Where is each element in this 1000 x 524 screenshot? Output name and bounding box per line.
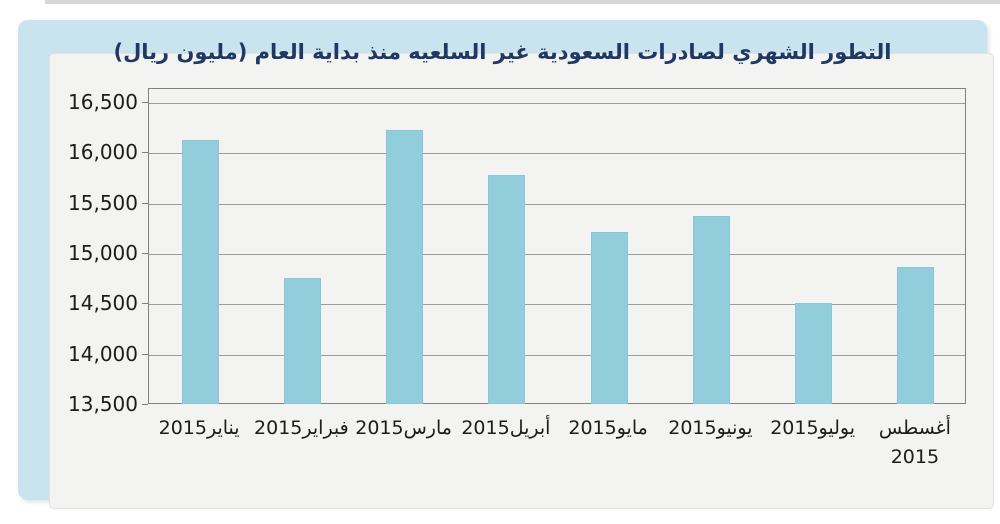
y-axis-tick [142, 353, 148, 355]
y-axis-label: 16,000 [68, 140, 138, 165]
y-axis-label: 15,500 [68, 190, 138, 215]
bar-2 [283, 278, 321, 404]
window-edge-line [45, 0, 1000, 4]
bar-7 [795, 303, 833, 404]
y-axis-tick [142, 102, 148, 103]
x-axis-label: مايو2015 [568, 417, 648, 439]
gridline [149, 153, 965, 155]
gridline [149, 254, 965, 255]
x-axis-label: يوليو2015 [770, 417, 855, 439]
x-axis-label: يناير2015 [158, 417, 240, 439]
bar-3 [386, 130, 424, 404]
bar-4 [488, 174, 526, 404]
y-axis-tick [142, 303, 148, 305]
y-axis-label: 15,000 [68, 241, 138, 265]
bar-6 [692, 215, 730, 404]
bar-8 [897, 267, 935, 404]
y-axis-tick [142, 202, 148, 204]
y-axis-tick [142, 152, 148, 154]
plot-area [148, 88, 966, 404]
y-axis-tick [142, 404, 148, 405]
y-axis-label: 16,500 [68, 90, 138, 114]
x-axis-label: أبريل2015 [461, 417, 551, 439]
y-axis-tick [142, 253, 148, 254]
x-axis-label: فبراير2015 [254, 417, 349, 439]
gridline [149, 103, 965, 104]
gridline [149, 203, 965, 205]
x-axis-label: مارس2015 [355, 417, 452, 439]
y-axis-label: 14,000 [68, 341, 138, 366]
gridline [149, 354, 965, 356]
y-axis-label: 14,500 [68, 291, 138, 316]
chart-title: التطور الشهري لصادرات السعودية غير السلع… [113, 40, 892, 64]
bar-5 [590, 231, 628, 404]
x-axis-label: يونيو2015 [668, 417, 753, 439]
gridline [149, 304, 965, 306]
y-axis-label: 13,500 [68, 392, 138, 416]
bar-1 [181, 140, 219, 404]
x-axis-label: أغسطس 2015 [878, 417, 951, 469]
